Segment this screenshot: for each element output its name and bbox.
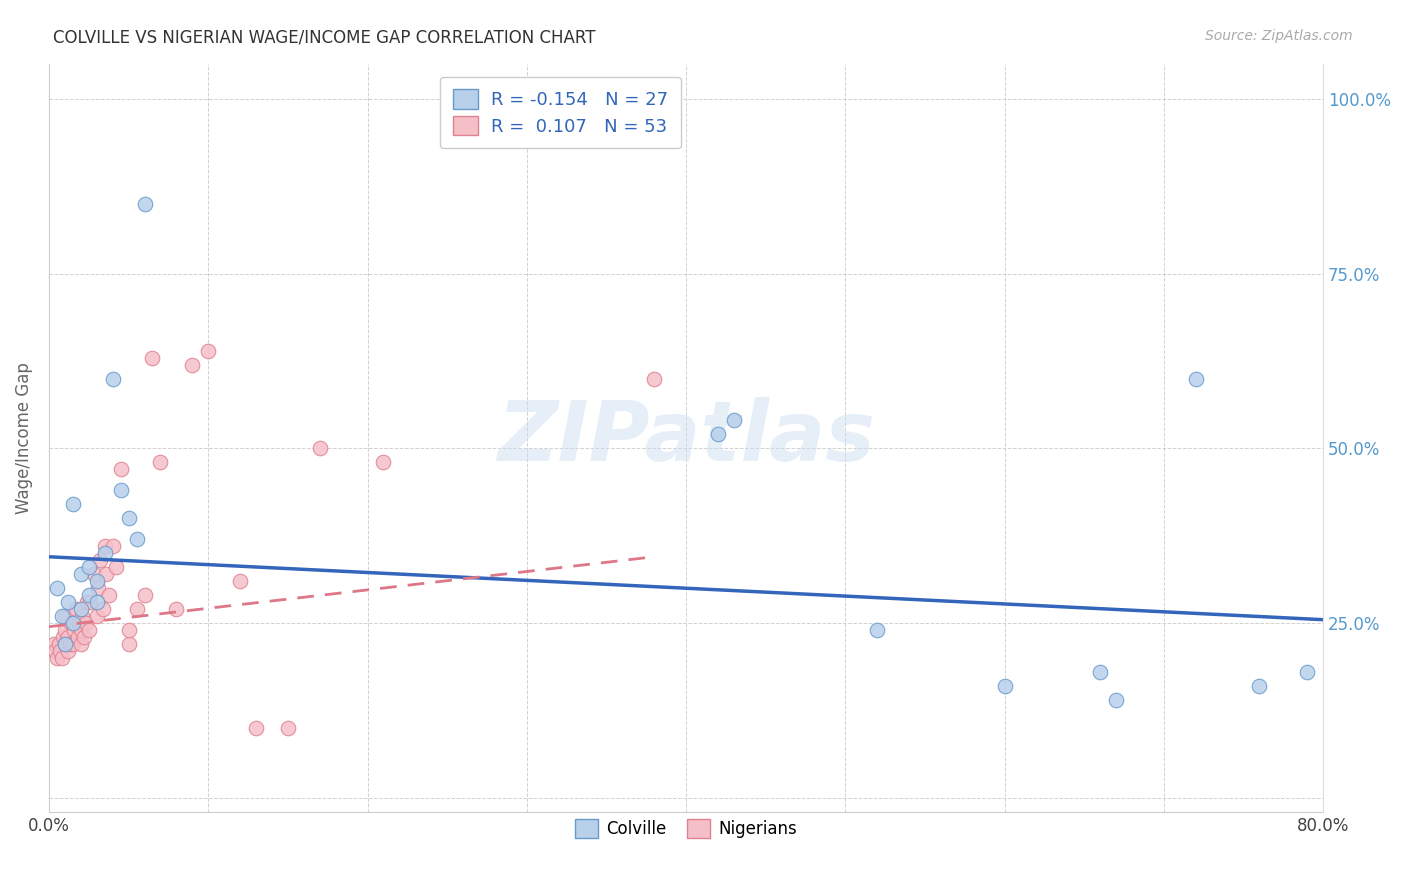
Point xyxy=(48,637,70,651)
Text: COLVILLE VS NIGERIAN WAGE/INCOME GAP CORRELATION CHART: COLVILLE VS NIGERIAN WAGE/INCOME GAP COR… xyxy=(53,29,596,46)
Point xyxy=(56,644,79,658)
Point xyxy=(125,602,148,616)
Point xyxy=(104,560,127,574)
Text: ZIPatlas: ZIPatlas xyxy=(498,398,875,478)
Point xyxy=(245,721,267,735)
Point xyxy=(134,197,156,211)
Point xyxy=(197,343,219,358)
Point xyxy=(53,637,76,651)
Point xyxy=(73,630,96,644)
Point xyxy=(165,602,187,616)
Point xyxy=(52,630,75,644)
Point xyxy=(1105,693,1128,707)
Point xyxy=(125,533,148,547)
Point xyxy=(86,574,108,589)
Point xyxy=(87,581,110,595)
Point xyxy=(69,623,91,637)
Point xyxy=(42,637,65,651)
Point xyxy=(117,511,139,525)
Point xyxy=(53,609,76,624)
Point xyxy=(63,623,86,637)
Point xyxy=(141,351,163,365)
Point xyxy=(98,588,121,602)
Point xyxy=(89,553,111,567)
Point xyxy=(77,588,100,602)
Legend: Colville, Nigerians: Colville, Nigerians xyxy=(568,813,804,845)
Point xyxy=(134,588,156,602)
Point xyxy=(53,637,76,651)
Point xyxy=(75,616,97,631)
Point xyxy=(56,630,79,644)
Point xyxy=(83,567,105,582)
Point xyxy=(101,539,124,553)
Point xyxy=(1088,665,1111,679)
Point xyxy=(56,595,79,609)
Point xyxy=(93,539,115,553)
Point xyxy=(69,602,91,616)
Point xyxy=(96,567,118,582)
Point xyxy=(44,644,66,658)
Point xyxy=(45,651,67,665)
Point xyxy=(93,546,115,560)
Point xyxy=(65,602,87,616)
Point xyxy=(53,623,76,637)
Point xyxy=(86,595,108,609)
Point xyxy=(1249,679,1271,693)
Point xyxy=(229,574,252,589)
Point xyxy=(110,483,132,498)
Point xyxy=(76,595,98,609)
Y-axis label: Wage/Income Gap: Wage/Income Gap xyxy=(15,362,32,514)
Point xyxy=(62,637,84,651)
Point xyxy=(149,455,172,469)
Point xyxy=(277,721,299,735)
Point xyxy=(643,371,665,385)
Point xyxy=(51,651,73,665)
Point xyxy=(60,616,83,631)
Point xyxy=(707,427,730,442)
Point xyxy=(181,358,204,372)
Point xyxy=(866,623,889,637)
Point xyxy=(91,602,114,616)
Point xyxy=(1296,665,1319,679)
Point xyxy=(994,679,1017,693)
Point xyxy=(59,637,82,651)
Point xyxy=(110,462,132,476)
Point xyxy=(79,595,101,609)
Point xyxy=(86,609,108,624)
Point xyxy=(117,623,139,637)
Point xyxy=(69,567,91,582)
Point xyxy=(308,442,330,456)
Point xyxy=(1184,371,1206,385)
Point xyxy=(62,616,84,631)
Point xyxy=(67,616,90,631)
Point xyxy=(72,609,94,624)
Point xyxy=(101,371,124,385)
Point xyxy=(49,644,72,658)
Point xyxy=(51,609,73,624)
Point xyxy=(77,560,100,574)
Point xyxy=(373,455,395,469)
Point xyxy=(45,581,67,595)
Point xyxy=(69,637,91,651)
Point xyxy=(62,497,84,511)
Text: Source: ZipAtlas.com: Source: ZipAtlas.com xyxy=(1205,29,1353,43)
Point xyxy=(66,630,89,644)
Point xyxy=(723,413,745,427)
Point xyxy=(77,623,100,637)
Point xyxy=(117,637,139,651)
